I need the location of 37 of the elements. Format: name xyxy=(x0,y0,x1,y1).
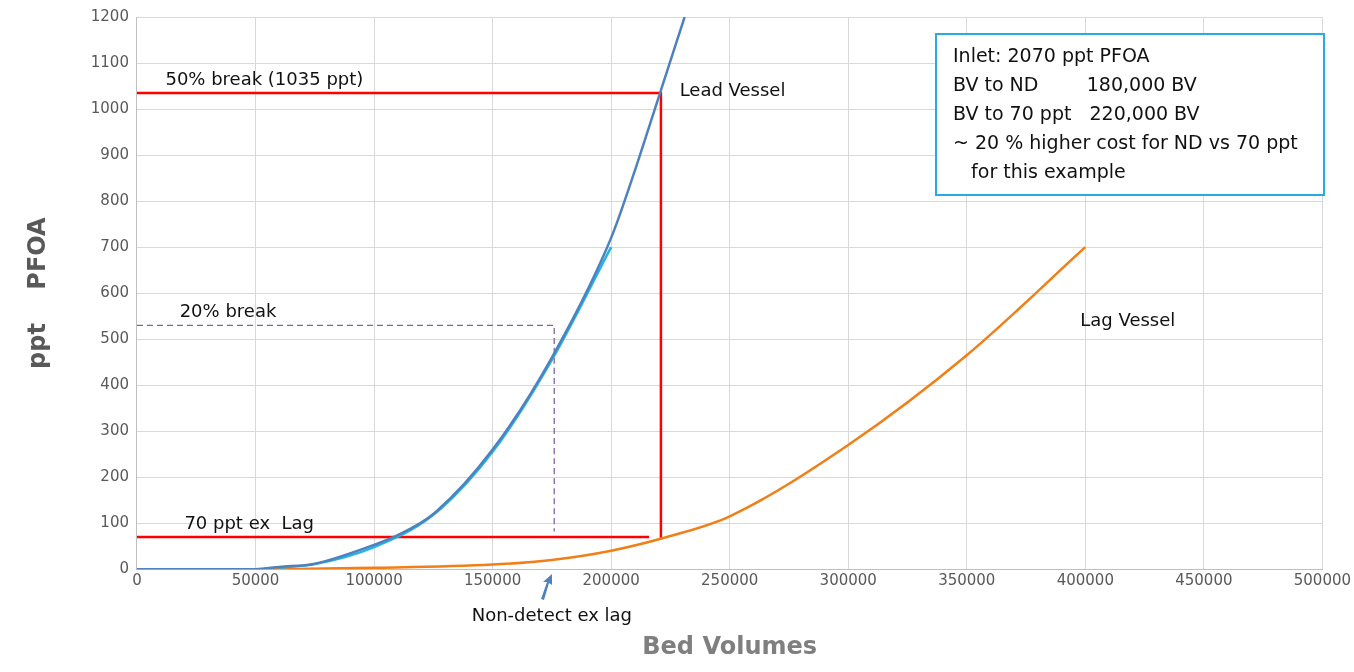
y-tick-label: 900 xyxy=(100,144,129,163)
annotation: 70 ppt ex Lag xyxy=(184,511,314,533)
series-label: Lead Vessel xyxy=(679,78,786,100)
x-tick-label: 250000 xyxy=(701,571,759,590)
y-tick-label: 600 xyxy=(100,282,129,301)
y-tick-label: 0 xyxy=(119,559,129,578)
annotation: BV to ND 180,000 BV xyxy=(953,72,1198,97)
y-axis-title: ppt PFOA xyxy=(22,216,51,369)
x-tick-label: 350000 xyxy=(938,571,996,590)
y-tick-label: 1100 xyxy=(90,52,129,71)
x-tick-label: 0 xyxy=(132,571,142,590)
x-tick-label: 150000 xyxy=(463,571,522,590)
x-tick-label: 300000 xyxy=(819,571,877,590)
x-tick-label: 50000 xyxy=(231,571,280,590)
x-tick-label: 500000 xyxy=(1293,571,1351,590)
annotation: 20% break xyxy=(179,299,277,321)
x-tick-label: 400000 xyxy=(1056,571,1114,590)
y-tick-label: 1200 xyxy=(90,6,129,25)
y-tick-label: 300 xyxy=(100,421,129,440)
annotation: Inlet: 2070 ppt PFOA xyxy=(953,43,1151,68)
y-tick-label: 200 xyxy=(100,467,129,486)
x-axis-title: Bed Volumes xyxy=(642,631,818,660)
x-tick-label: 200000 xyxy=(582,571,640,590)
y-tick-label: 1000 xyxy=(90,98,129,117)
x-tick-label: 450000 xyxy=(1175,571,1233,590)
y-tick-label: 100 xyxy=(100,513,129,532)
y-tick-label: 700 xyxy=(100,236,129,255)
annotation: ~ 20 % higher cost for ND vs 70 ppt xyxy=(953,130,1299,155)
annotation: BV to 70 ppt 220,000 BV xyxy=(953,101,1201,126)
y-tick-label: 800 xyxy=(100,190,129,209)
x-tick-label: 100000 xyxy=(345,571,403,590)
y-tick-label: 500 xyxy=(100,329,129,348)
annotation: for this example xyxy=(970,159,1127,184)
text: Non-detect ex lag xyxy=(471,603,632,625)
annotation: 50% break (1035 ppt) xyxy=(165,67,364,89)
text: Lag Vessel xyxy=(1080,308,1176,330)
y-tick-label: 400 xyxy=(100,375,129,394)
